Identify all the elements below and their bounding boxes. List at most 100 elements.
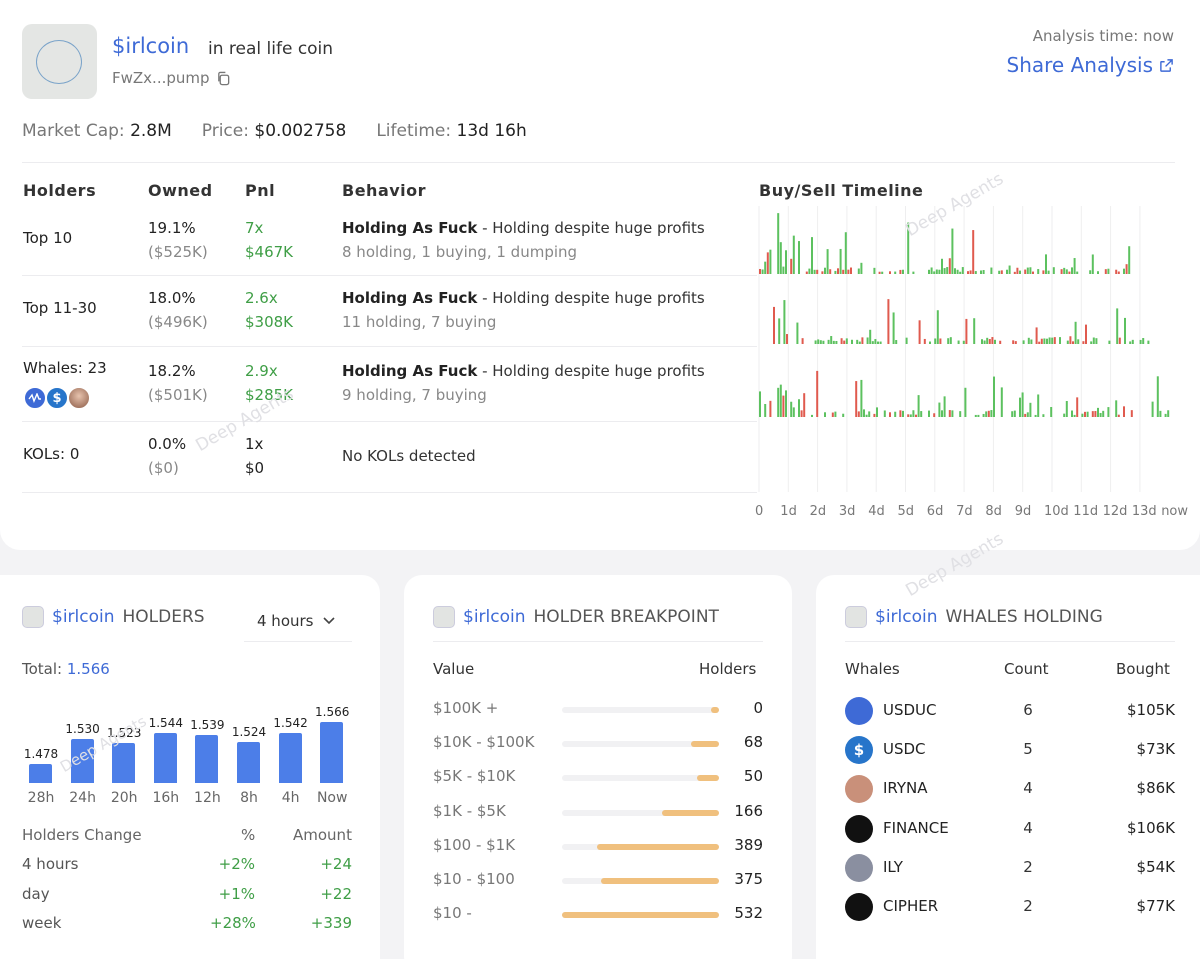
buy-bar [1116, 308, 1119, 344]
sell-bar [1084, 411, 1086, 417]
whale-name[interactable]: FINANCE [883, 818, 949, 837]
buy-bar [1045, 254, 1047, 274]
token-ticker[interactable]: $irlcoin [112, 34, 190, 58]
sell-bar [899, 410, 902, 417]
buy-bar [985, 411, 988, 417]
row-kols-holders: KOLs: 0 [23, 445, 80, 463]
breakpoint-bar-fill [662, 809, 719, 816]
buy-bar [860, 379, 863, 417]
change-header-label: Holders Change [22, 826, 142, 844]
sell-bar [837, 268, 839, 274]
row-top10-owned: 19.1% ($525K) [148, 219, 208, 261]
copy-icon[interactable] [216, 71, 231, 86]
sell-bar [821, 271, 824, 274]
buy-bar [1089, 270, 1092, 274]
sell-bar [1013, 271, 1016, 274]
buy-bar [986, 337, 989, 344]
buy-bar [981, 339, 983, 344]
holders-bar [112, 742, 136, 783]
buy-bar [946, 267, 949, 274]
holders-x-label: 16h [152, 790, 180, 806]
stat-price: Price: $0.002758 [201, 121, 347, 141]
breakpoint-bar-fill [711, 707, 719, 713]
whale-bought: $106K [1126, 818, 1175, 837]
buy-bar [1026, 412, 1029, 417]
buy-bar [1156, 376, 1159, 417]
sell-bar [1072, 341, 1074, 344]
buy-bar [779, 384, 782, 417]
buy-bar [844, 232, 847, 274]
sell-bar [948, 258, 951, 274]
buy-bar [881, 271, 884, 274]
buy-bar [777, 213, 780, 274]
whale-name[interactable]: IRYNA [883, 779, 928, 798]
row-whales-behavior: Holding As Fuck - Holding despite huge p… [342, 362, 705, 404]
buy-bar [796, 322, 799, 344]
buy-bar [1063, 267, 1066, 274]
holders-card-title: $irlcoin HOLDERS [22, 606, 205, 628]
timeline-axis-label: 10d [1044, 504, 1069, 519]
buy-bar [824, 412, 826, 417]
sell-bar [1104, 269, 1107, 274]
whale-name[interactable]: USDUC [883, 701, 937, 719]
buy-bar [834, 411, 837, 417]
buy-bar [929, 341, 931, 344]
buy-bar [998, 270, 1001, 274]
buy-bar [912, 410, 915, 417]
sell-bar [759, 268, 761, 274]
buy-bar [951, 228, 954, 274]
buy-bar [858, 341, 861, 344]
buy-bar [1131, 339, 1134, 344]
buy-bar [1108, 340, 1111, 344]
token-name: in real life coin [208, 39, 334, 59]
whale-count: 2 [1023, 897, 1033, 915]
whale-count: 5 [1023, 740, 1033, 759]
buy-bar [974, 414, 977, 417]
share-analysis-link[interactable]: Share Analysis [1007, 53, 1174, 77]
buy-bar [1006, 269, 1008, 274]
buy-bar [1123, 268, 1125, 274]
buy-bar [935, 269, 938, 274]
buy-bar [1019, 397, 1021, 417]
sell-bar [1038, 341, 1041, 344]
buy-bar [826, 249, 829, 274]
buy-bar [1086, 411, 1089, 417]
row-whales-pnl: 2.9x $285K [245, 362, 294, 404]
whale-name[interactable]: USDC [883, 740, 926, 759]
whales-header-name: Whales [845, 660, 900, 678]
buy-bar [964, 387, 967, 417]
buy-bar [798, 241, 800, 274]
buy-bar [1073, 414, 1076, 417]
row-whales-owned: 18.2% ($501K) [148, 362, 208, 404]
buy-bar [1071, 410, 1073, 417]
buy-bar [871, 341, 874, 344]
whale-count: 4 [1023, 779, 1033, 798]
external-link-icon [1160, 58, 1173, 72]
buy-bar [1027, 337, 1030, 344]
buy-bar [933, 271, 936, 274]
row-top11-30-pnl: 2.6x $308K [245, 289, 294, 331]
buy-bar [1139, 339, 1142, 344]
period-dropdown[interactable]: 4 hours [257, 612, 336, 630]
buy-bar [792, 407, 795, 417]
whale-name[interactable]: CIPHER [883, 897, 939, 915]
sell-bar [915, 414, 917, 417]
whale-count: 6 [1023, 701, 1033, 719]
buy-bar [824, 267, 826, 274]
stat-market-cap: Market Cap: 2.8M [22, 121, 172, 141]
buy-bar [811, 414, 813, 417]
change-amount: +24 [320, 855, 352, 873]
sell-bar [1024, 413, 1027, 417]
sell-bar [1130, 410, 1133, 417]
holders-bar [195, 734, 219, 783]
whale-name[interactable]: ILY [883, 857, 903, 876]
sell-bar [1085, 324, 1087, 344]
sell-bar [1117, 271, 1120, 274]
buy-bar [959, 271, 962, 274]
holders-bar-label: 1.524 [231, 725, 267, 740]
timeline-axis-label: 9d [1014, 504, 1032, 519]
sell-bar [847, 269, 850, 274]
buy-bar [907, 222, 910, 274]
buy-bar [1046, 338, 1048, 344]
whale-count: 4 [1023, 818, 1033, 837]
